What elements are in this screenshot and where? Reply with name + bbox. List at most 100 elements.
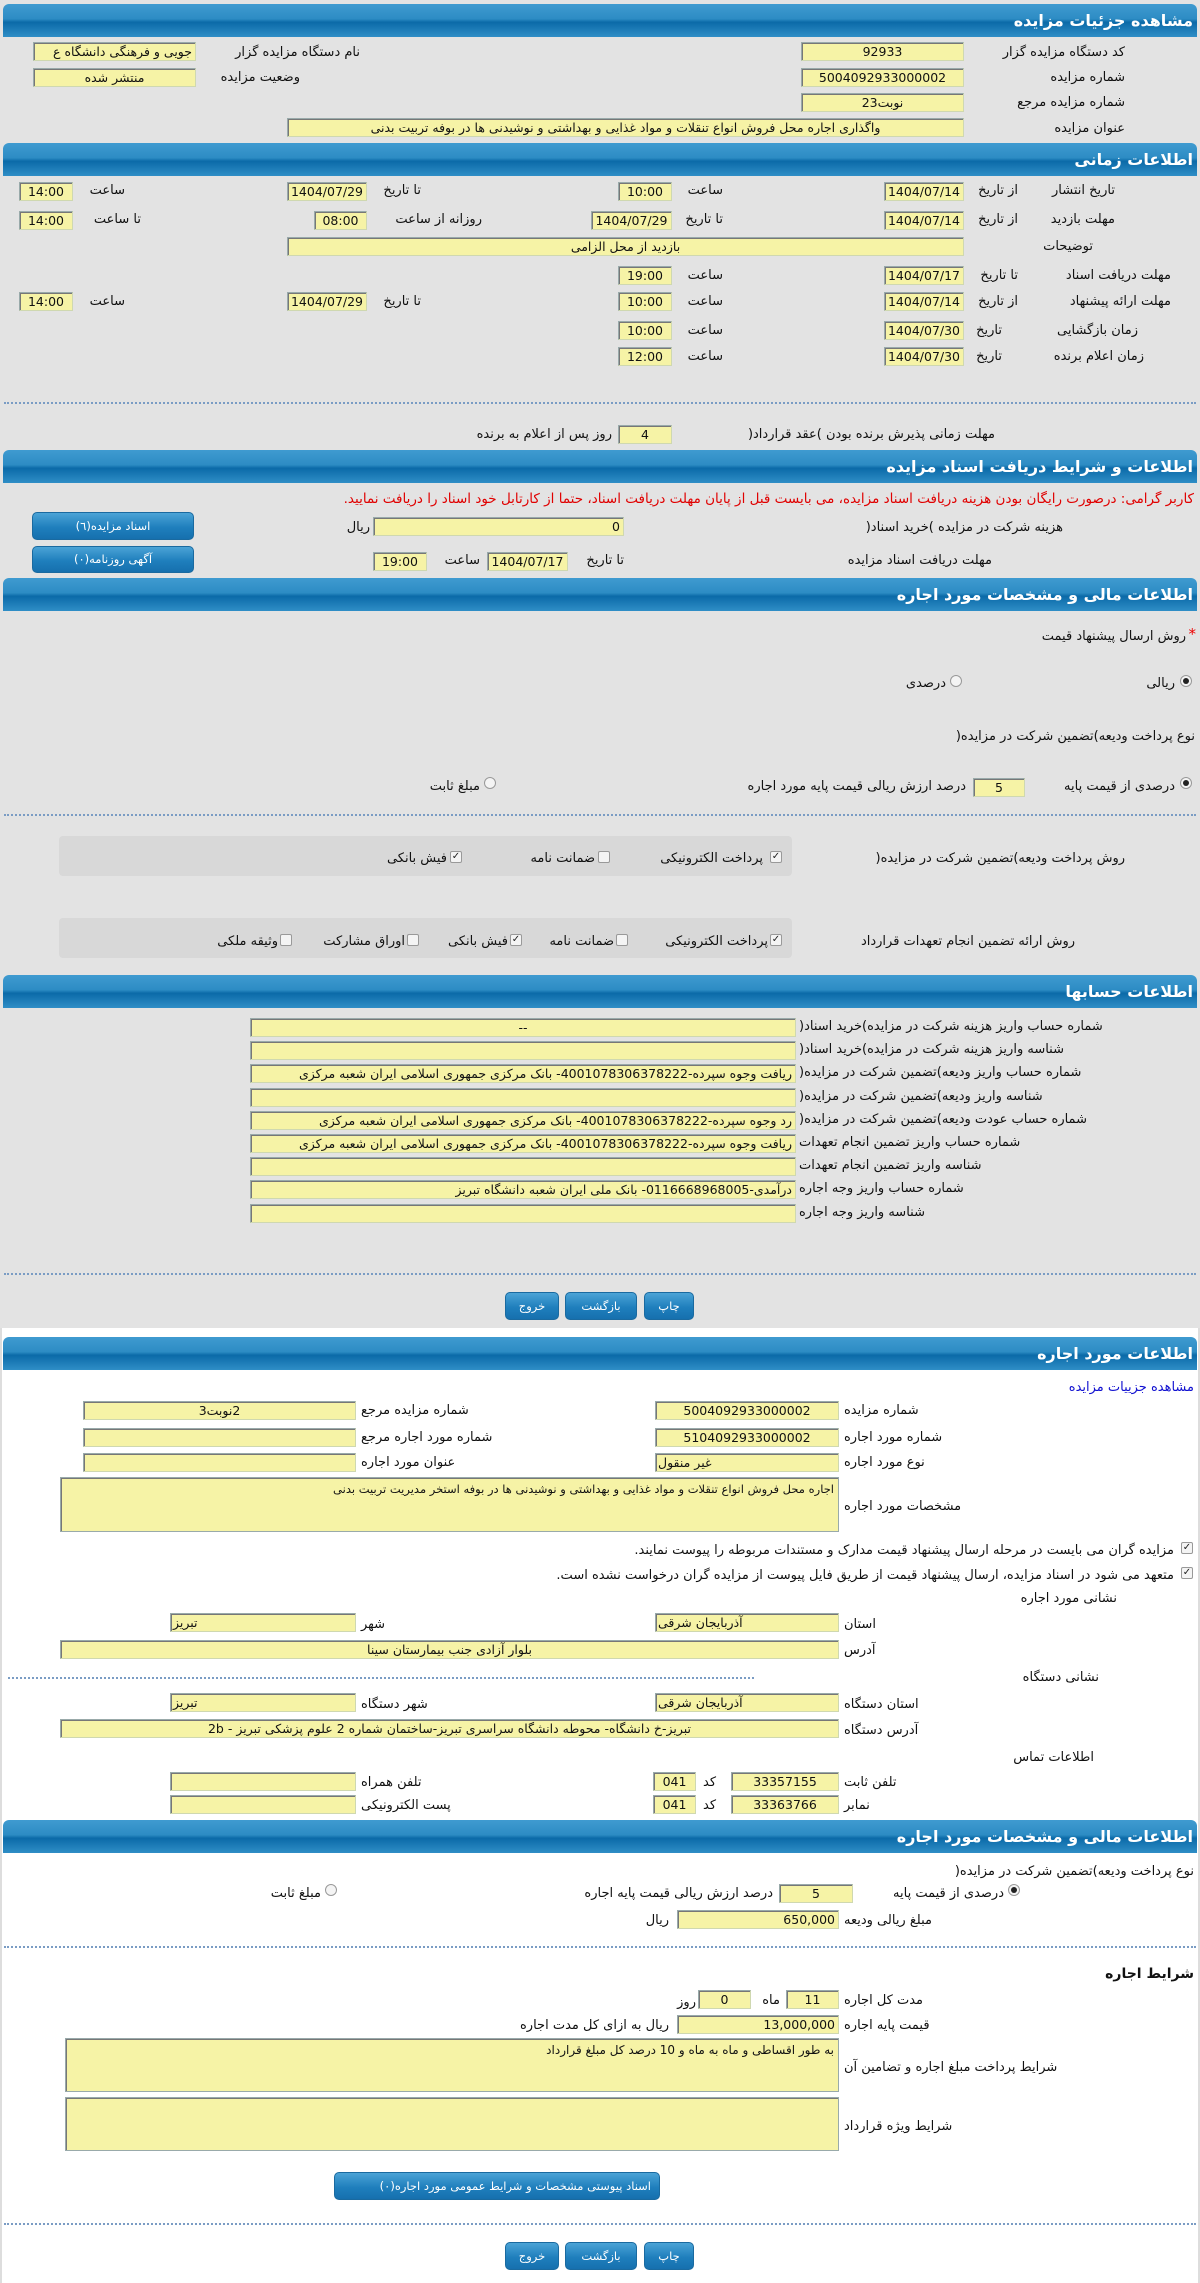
time-label: ساعت [89, 183, 125, 198]
attach-docs-checkbox[interactable]: ✓ [1181, 1542, 1193, 1554]
time-label: ساعت [444, 553, 480, 568]
mobile-label: تلفن همراه [361, 1775, 422, 1790]
price-method-rial-radio[interactable] [1180, 675, 1192, 687]
deposit-fixed-radio[interactable] [484, 777, 496, 789]
back-button[interactable]: بازگشت [565, 2242, 637, 2270]
email-field [170, 1795, 356, 1814]
offer-from-field: 1404/07/14 [884, 292, 964, 311]
lease-ref-no-field: 2نوبت3 [83, 1401, 356, 1420]
deposit-receipt-label: فیش بانکی [386, 851, 447, 866]
lease-fixed-radio[interactable] [325, 1884, 337, 1896]
opening-label: زمان بازگشایی [1057, 323, 1138, 338]
publish-to-time-field: 14:00 [19, 182, 73, 201]
docs-deadline-label: مهلت دریافت اسناد [1065, 268, 1171, 283]
guarantee-property-checkbox[interactable] [280, 934, 292, 946]
attachments-button[interactable]: اسناد پیوستی مشخصات و شرایط عمومی مورد ا… [334, 2172, 660, 2200]
org-address-field: تبریز-خ دانشگاه- محوطه دانشگاه سراسری تب… [60, 1719, 839, 1738]
date-label: تاریخ [976, 323, 1002, 338]
province-label: استان [844, 1617, 876, 1632]
section-header-timing: اطلاعات زمانی [3, 143, 1197, 176]
address-label: آدرس [844, 1643, 876, 1658]
visit-to-field: 1404/07/29 [591, 211, 672, 230]
item-specs-field: اجاره محل فروش انواع تنقلات و مواد غذایی… [60, 1477, 839, 1532]
price-method-rial-label: ریالی [1146, 676, 1175, 691]
acceptance-suffix: روز پس از اعلام به برنده [476, 427, 612, 442]
account-value-field [250, 1041, 796, 1060]
org-name-field: جویی و فرهنگی دانشگاه ع [33, 42, 196, 61]
email-label: پست الکترونیکی [361, 1798, 451, 1813]
org-city-field: تبریز [170, 1693, 356, 1712]
offer-from-time-field: 10:00 [618, 292, 672, 311]
from-date-label: از تاریخ [978, 212, 1018, 227]
price-method-percent-label: درصدی [905, 676, 946, 691]
deposit-guarantee-checkbox[interactable] [598, 851, 610, 863]
auction-no-label: شماره مزایده [1050, 70, 1125, 85]
ref-item-no-label: شماره مورد اجاره مرجع [361, 1430, 493, 1445]
base-price-field: 13,000,000 [677, 2015, 839, 2034]
account-label: شماره حساب عودت ودیعه)تضمین شرکت در مزای… [799, 1112, 1087, 1127]
special-terms-label: شرایط ویژه قرارداد [844, 2119, 953, 2134]
lease-percent-radio[interactable] [1008, 1884, 1020, 1896]
visit-from-field: 1404/07/14 [884, 211, 964, 230]
auction-title-field: واگذاری اجاره محل فروش انواع تنقلات و مو… [287, 118, 964, 137]
guarantee-receipt-checkbox[interactable]: ✓ [510, 934, 522, 946]
time-label: ساعت [687, 349, 723, 364]
offer-to-field: 1404/07/29 [287, 292, 367, 311]
account-label: شناسه واریز هزینه شرکت در مزایده)خرید اس… [799, 1042, 1064, 1057]
base-price-suffix: ریال به ازای کل مدت اجاره [520, 2018, 669, 2033]
account-value-field: درآمدی-0116668968005- بانک ملی ایران شعب… [250, 1180, 796, 1199]
deposit-electronic-checkbox[interactable]: ✓ [770, 851, 782, 863]
fax-code-label: کد [703, 1798, 717, 1813]
guarantee-property-label: وثیقه ملکی [217, 934, 278, 949]
docs-deadline-time-field: 19:00 [373, 552, 427, 571]
free-docs-notice: کاربر گرامی: درصورت رایگان بودن هزینه در… [343, 491, 1194, 507]
status-label: وضعیت مزایده [220, 70, 300, 85]
section-header-financial: اطلاعات مالی و مشخصات مورد اجاره [3, 578, 1197, 611]
phone-code-field: 041 [653, 1772, 696, 1791]
to-time-label: تا ساعت [93, 212, 141, 227]
newspaper-ads-button[interactable]: آگهی روزنامه(٠) [32, 546, 194, 573]
acceptance-days-field: 4 [618, 425, 672, 444]
section-header-accounts: اطلاعات حسابها [3, 975, 1197, 1008]
currency-label: ریال [645, 1913, 669, 1928]
guarantee-bonds-checkbox[interactable] [407, 934, 419, 946]
lease-percent-suffix: درصد ارزش ریالی قیمت پایه اجاره [584, 1886, 773, 1901]
exit-button[interactable]: خروج [505, 2242, 559, 2270]
opening-date-field: 1404/07/30 [884, 321, 964, 340]
docs-deadline-time-field: 19:00 [618, 266, 672, 285]
lease-deposit-type-label: نوع پرداخت ودیعه)تضمین شرکت در مزایده( [954, 1864, 1194, 1879]
guarantee-letter-label: ضمانت نامه [549, 934, 614, 949]
to-date-label: تا تاریخ [383, 294, 421, 309]
visit-daily-from-field: 08:00 [314, 211, 367, 230]
guarantee-electronic-checkbox[interactable]: ✓ [770, 934, 782, 946]
guarantee-letter-checkbox[interactable] [616, 934, 628, 946]
account-label: شماره حساب واریز ودیعه)تضمین شرکت در مزا… [799, 1065, 1082, 1080]
account-value-field: -- [250, 1018, 796, 1037]
to-date-label: تا تاریخ [586, 553, 624, 568]
no-attach-offer-checkbox[interactable]: ✓ [1181, 1567, 1193, 1579]
deposit-percent-radio[interactable] [1180, 777, 1192, 789]
deposit-amount-label: مبلغ ریالی ودیعه [844, 1913, 932, 1928]
org-code-field: 92933 [801, 42, 964, 61]
exit-button[interactable]: خروج [505, 1292, 559, 1320]
deposit-receipt-checkbox[interactable]: ✓ [450, 851, 462, 863]
divider [4, 402, 1196, 404]
print-button[interactable]: چاپ [644, 1292, 694, 1320]
publish-from-time-field: 10:00 [618, 182, 672, 201]
status-field: منتشر شده [33, 68, 196, 87]
auction-details-link[interactable]: مشاهده جزییات مزایده [1068, 1380, 1194, 1395]
back-button[interactable]: بازگشت [565, 1292, 637, 1320]
months-label: ماه [762, 1993, 780, 2008]
auction-docs-button[interactable]: اسناد مزایده(٦) [32, 512, 194, 540]
account-value-field [250, 1157, 796, 1176]
price-method-percent-radio[interactable] [950, 675, 962, 687]
required-mark: * [1188, 625, 1197, 643]
item-address-title: نشانی مورد اجاره [1020, 1591, 1117, 1606]
divider [4, 814, 1196, 816]
lease-fixed-label: مبلغ ثابت [270, 1886, 321, 1901]
print-button[interactable]: چاپ [644, 2242, 694, 2270]
payment-terms-field: به طور اقساطی و ماه به ماه و 10 درصد کل … [65, 2038, 839, 2092]
deposit-percent-suffix: درصد ارزش ریالی قیمت پایه مورد اجاره [747, 779, 966, 794]
divider [4, 1946, 1196, 1948]
